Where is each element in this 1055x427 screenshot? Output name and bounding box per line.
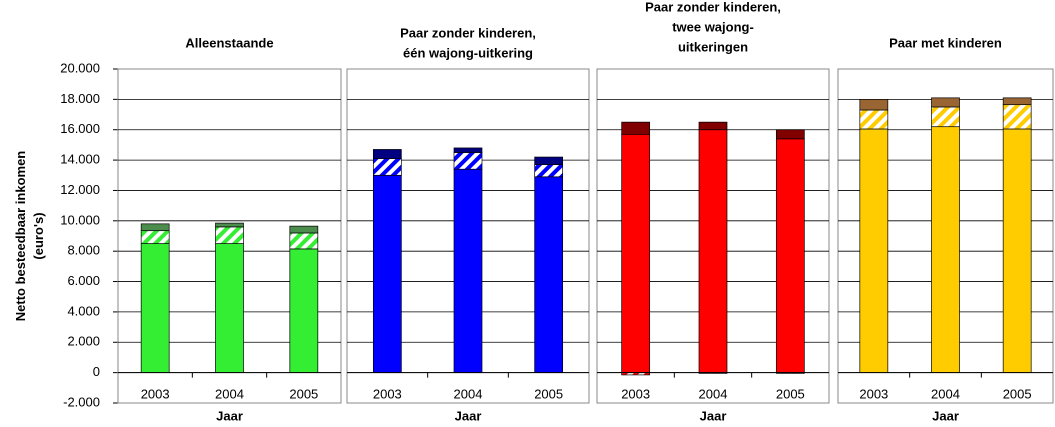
bar-segment <box>931 126 960 373</box>
bar-segment <box>215 222 244 228</box>
bar-segment <box>289 248 319 373</box>
panel-title: uitkeringen <box>678 39 748 54</box>
bar-segment <box>859 128 889 373</box>
x-tick-label: 2004 <box>215 386 244 401</box>
bar-segment <box>534 156 564 165</box>
bar-segment <box>453 168 483 373</box>
bar-segment <box>215 226 244 244</box>
bar-segment <box>1002 104 1032 130</box>
x-axis-label: Jaar <box>700 408 727 423</box>
bar-segment <box>534 164 564 178</box>
x-axis-label: Jaar <box>455 408 482 423</box>
bar-segment <box>289 232 319 250</box>
bar-segment <box>140 230 170 244</box>
x-tick-label: 2005 <box>534 386 563 401</box>
bar-segment <box>698 121 728 131</box>
bar-segment <box>140 223 170 232</box>
bar-segment <box>931 97 960 108</box>
y-tick-label: -2.000 <box>63 394 100 409</box>
x-axis-label: Jaar <box>216 408 243 423</box>
y-tick-label: 4.000 <box>67 303 100 318</box>
bar-segment <box>1002 97 1032 106</box>
bar-segment <box>372 174 402 373</box>
bar-segment <box>775 138 805 373</box>
x-tick-label: 2003 <box>621 386 650 401</box>
y-tick-label: 10.000 <box>60 212 100 227</box>
y-tick-label: 20.000 <box>60 60 100 75</box>
bar-segment <box>1002 128 1032 373</box>
y-axis-label-line: Netto besteedbaar inkomen <box>13 151 28 322</box>
y-axis-label-line: (euro's) <box>31 212 46 259</box>
bar-segment <box>859 99 889 111</box>
panel-title: twee wajong- <box>672 19 754 34</box>
panel-title: Alleenstaande <box>185 35 273 50</box>
bar-segment <box>140 243 170 373</box>
y-axis-label: Netto besteedbaar inkomen (euro's) <box>13 151 46 322</box>
bar-segment <box>621 133 651 373</box>
bar-segment <box>698 129 728 373</box>
y-tick-label: 12.000 <box>60 182 100 197</box>
x-tick-label: 2003 <box>859 386 888 401</box>
y-tick-label: 0 <box>93 364 100 379</box>
x-tick-label: 2005 <box>1003 386 1032 401</box>
x-tick-label: 2003 <box>141 386 170 401</box>
x-tick-label: 2004 <box>454 386 483 401</box>
y-tick-label: 6.000 <box>67 273 100 288</box>
x-tick-label: 2004 <box>699 386 728 401</box>
x-tick-label: 2005 <box>289 386 318 401</box>
x-tick-label: 2005 <box>776 386 805 401</box>
bar-segment <box>289 225 319 234</box>
bar-segment <box>621 121 651 135</box>
bar-segment <box>453 152 483 170</box>
bar-segment <box>453 147 483 153</box>
bar-segment <box>859 109 889 130</box>
y-tick-label: 8.000 <box>67 243 100 258</box>
x-axis-label: Jaar <box>932 408 959 423</box>
bar-segment <box>534 176 564 373</box>
y-tick-label: 16.000 <box>60 121 100 136</box>
bar-segment <box>372 158 402 176</box>
panel-title: één wajong-uitkering <box>403 45 533 60</box>
y-tick-label: 2.000 <box>67 334 100 349</box>
bar-segment <box>215 243 244 373</box>
bar-segment <box>931 106 960 128</box>
panel-title: Paar met kinderen <box>889 35 1002 50</box>
bar-segment <box>372 149 402 159</box>
x-tick-label: 2003 <box>373 386 402 401</box>
x-tick-label: 2004 <box>931 386 960 401</box>
y-tick-label: 14.000 <box>60 152 100 167</box>
y-tick-label: 18.000 <box>60 91 100 106</box>
bar-segment <box>775 129 805 140</box>
panel-title: Paar zonder kinderen, <box>400 25 536 40</box>
panel-title: Paar zonder kinderen, <box>645 0 781 14</box>
